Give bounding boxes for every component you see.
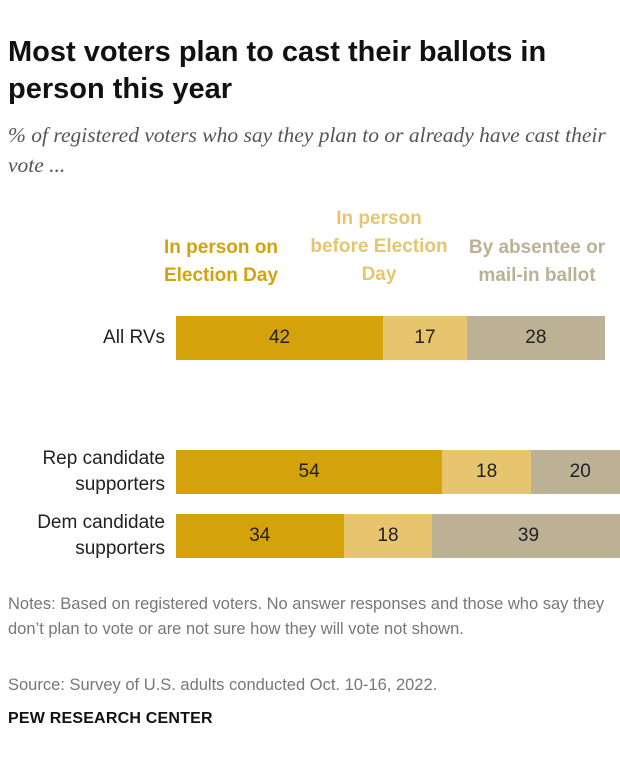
data-label: 42 [268, 327, 291, 348]
chart-subtitle: % of registered voters who say they plan… [8, 123, 606, 177]
category-label: Rep candidate supporters [42, 448, 165, 495]
brand-logo-text: PEW RESEARCH CENTER [8, 710, 213, 727]
bar-segment: 17 [383, 316, 467, 360]
bar-segment: 18 [442, 450, 531, 494]
data-label: 18 [377, 525, 399, 546]
legend-label-2: In person before Election Day [310, 208, 448, 285]
data-label: 34 [249, 525, 271, 546]
data-label: 28 [525, 327, 547, 348]
bar-segment: 54 [176, 450, 443, 494]
bar-segment: 28 [466, 316, 605, 360]
bar-segment: 39 [432, 514, 620, 558]
legend-label-1: In person on Election Day [163, 237, 279, 286]
data-label: 54 [298, 461, 320, 482]
data-label: 18 [476, 461, 498, 482]
data-label: 17 [414, 327, 436, 348]
chart-title: Most voters plan to cast their ballots i… [8, 36, 547, 105]
chart-source: Source: Survey of U.S. adults conducted … [8, 676, 438, 694]
legend-label-3: By absentee or mail-in ballot [468, 237, 606, 286]
data-label: 39 [517, 525, 540, 546]
bar-segment: 18 [343, 514, 433, 558]
chart-notes: Notes: Based on registered voters. No an… [8, 595, 605, 638]
category-label: All RVs [103, 327, 165, 348]
bar-segment: 34 [176, 514, 344, 558]
category-label: Dem candidate supporters [37, 512, 165, 559]
data-label: 20 [569, 461, 591, 482]
bar-segment: 42 [176, 316, 384, 360]
bar-segment: 20 [530, 450, 620, 494]
